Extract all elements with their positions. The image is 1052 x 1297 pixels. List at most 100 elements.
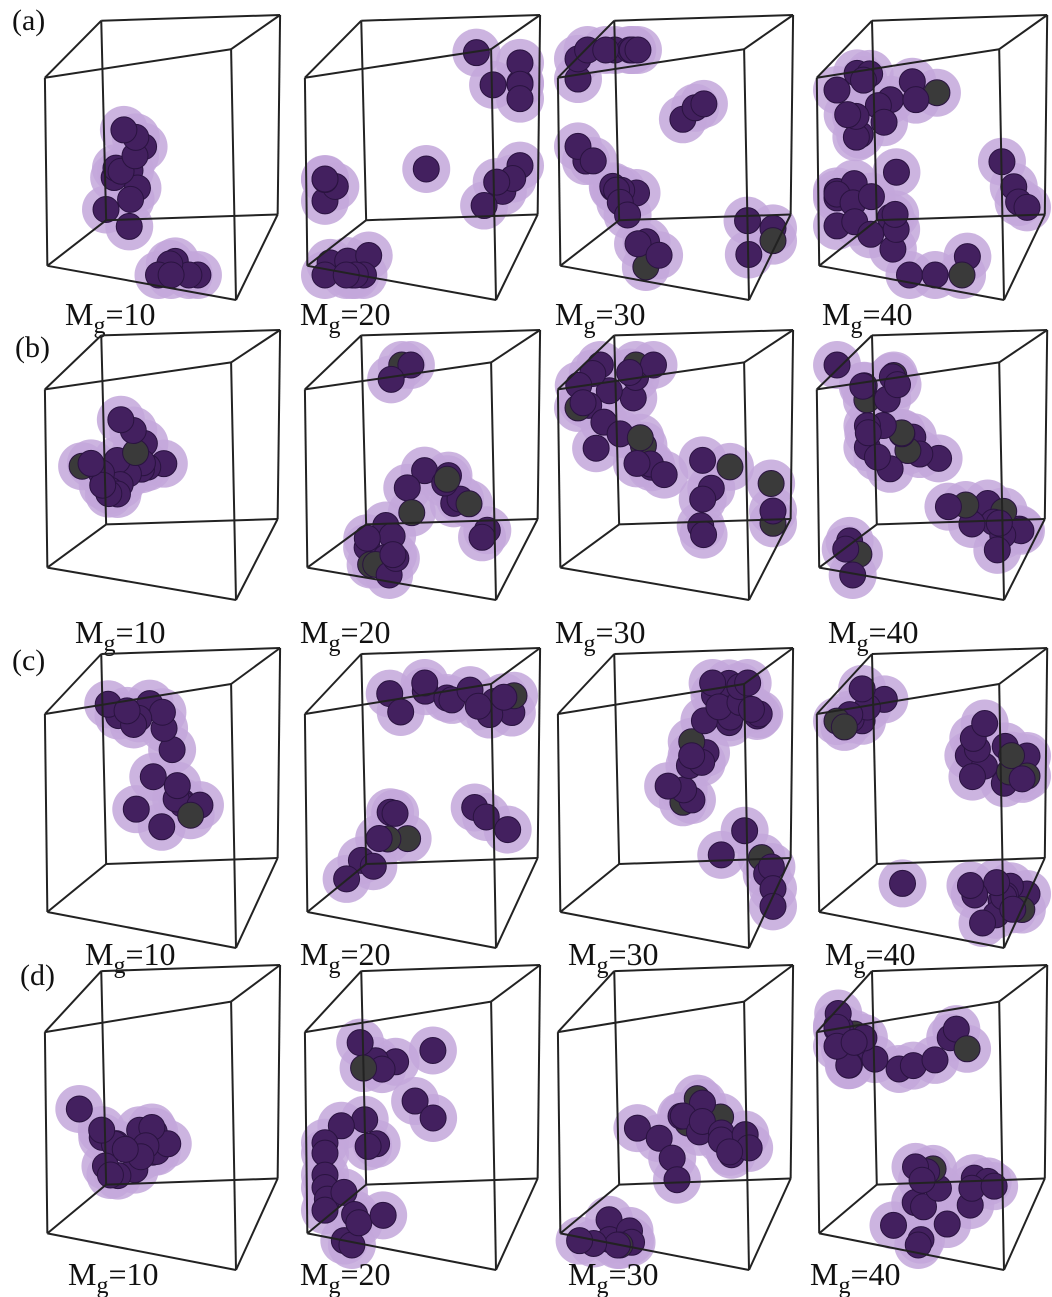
cube-edge (45, 389, 47, 567)
panel-label: Mg=10 (68, 1256, 159, 1297)
label-symbol: M (822, 296, 850, 332)
nanoparticle (824, 352, 850, 378)
figure: (a)Mg=10Mg=20Mg=30Mg=40(b)Mg=10Mg=20Mg=3… (0, 0, 1052, 1297)
label-value: =30 (608, 1256, 658, 1292)
label-value: =20 (340, 936, 390, 972)
nanoparticle (580, 148, 606, 174)
cube-edge (278, 648, 280, 858)
cube-edge (45, 1002, 231, 1033)
nanoparticle (355, 1133, 381, 1159)
cube-edge (999, 965, 1047, 1002)
snapshot-panel (813, 965, 1047, 1270)
cube-edge (999, 330, 1047, 362)
nanoparticle (903, 87, 929, 113)
cube-edge (236, 519, 278, 600)
panel-label: Mg=20 (300, 614, 391, 657)
nanoparticle (954, 1036, 980, 1062)
label-symbol: M (828, 614, 856, 650)
nanoparticle (312, 166, 338, 192)
cube-edge (1045, 330, 1047, 519)
nanoparticle (717, 454, 743, 480)
cube-edge (614, 654, 619, 864)
cube-edge (817, 389, 819, 567)
nanoparticle (883, 159, 909, 185)
nanoparticle (627, 425, 653, 451)
label-value: =40 (868, 614, 918, 650)
cube-edge (45, 714, 47, 912)
nanoparticle (691, 522, 717, 548)
nanoparticle (835, 102, 861, 128)
nanoparticle (388, 699, 414, 725)
cube-edge (361, 15, 540, 21)
nanoparticle (378, 366, 404, 392)
nanoparticle (984, 537, 1010, 563)
label-subscript: g (328, 631, 340, 657)
label-value: =40 (850, 1256, 900, 1292)
nanoparticle (567, 1228, 593, 1254)
cube-edge (791, 648, 793, 858)
panel-label: Mg=30 (568, 1256, 659, 1297)
cube-edge (278, 330, 280, 519)
nanoparticle (738, 696, 764, 722)
panel-label: Mg=40 (810, 1256, 901, 1297)
snapshot-panel (305, 330, 540, 600)
cube-edge (491, 362, 496, 600)
nanoparticle (111, 117, 137, 143)
label-symbol: M (568, 1256, 596, 1292)
nanoparticle (507, 86, 533, 112)
nanoparticle (394, 475, 420, 501)
cube-edge (45, 21, 101, 78)
cube-edge (47, 524, 106, 567)
cube-edge (791, 15, 793, 215)
snapshot-panel (45, 330, 280, 600)
nanoparticle (434, 466, 460, 492)
snapshot-panel (813, 648, 1051, 948)
cube-edge (1045, 648, 1047, 858)
snapshot-panel (305, 648, 540, 948)
cube-edge (744, 965, 793, 1002)
label-symbol: M (68, 1256, 96, 1292)
cube-edge (106, 858, 278, 864)
nanoparticle (465, 693, 491, 719)
cube-edge (305, 21, 361, 78)
nanoparticle (570, 390, 596, 416)
cube-edge (366, 215, 538, 221)
label-value: =10 (125, 936, 175, 972)
label-symbol: M (555, 296, 583, 332)
cube-edge (496, 1179, 538, 1271)
label-subscript: g (583, 313, 595, 339)
cube-edge (231, 648, 280, 684)
cube-edge (231, 49, 236, 300)
label-subscript: g (113, 953, 125, 979)
cube-edge (817, 714, 819, 912)
cube-edge (1045, 965, 1047, 1179)
cube-edge (614, 15, 793, 21)
cube-edge (231, 362, 236, 600)
snapshot-panel (45, 15, 280, 300)
cube-edge (999, 1002, 1004, 1270)
cube-edge (307, 912, 496, 948)
cube-edge (231, 330, 280, 362)
cube-edge (231, 965, 280, 1002)
nanoparticle (909, 1167, 935, 1193)
panel-label: Mg=20 (300, 1256, 391, 1297)
snapshot-panel (45, 648, 280, 948)
nanoparticle (949, 262, 975, 288)
cube-edge (558, 78, 560, 266)
label-subscript: g (596, 1273, 608, 1297)
panel-label: Mg=10 (65, 296, 156, 339)
label-value: =20 (340, 614, 390, 650)
label-subscript: g (328, 953, 340, 979)
nanoparticle (112, 1136, 138, 1162)
panel-label: Mg=40 (828, 614, 919, 657)
snapshot-panel (554, 15, 797, 300)
cube-edge (558, 971, 614, 1032)
cube-edge (749, 1179, 791, 1271)
cube-edge (558, 654, 614, 714)
label-value: =30 (608, 936, 658, 972)
label-value: =10 (115, 614, 165, 650)
cube-edge (45, 335, 101, 389)
label-subscript: g (583, 631, 595, 657)
nanoparticle (149, 699, 175, 725)
cube-edge (361, 335, 366, 524)
